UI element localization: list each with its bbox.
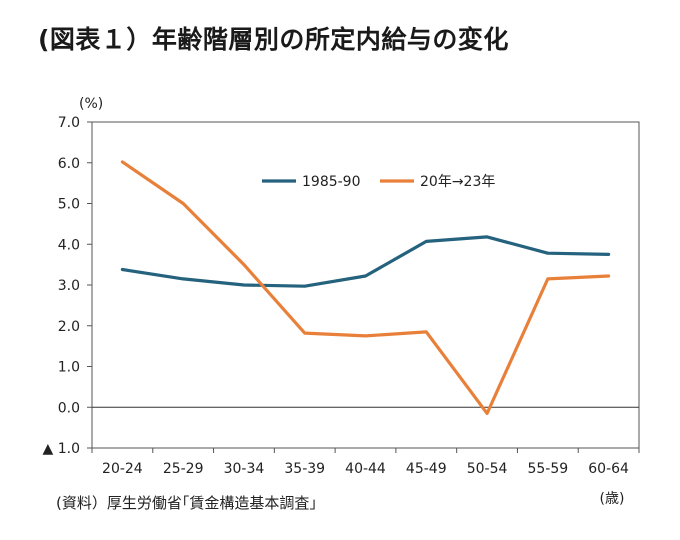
series-line-1: [120, 235, 611, 288]
data-point: [303, 285, 306, 288]
y-tick-label: 6.0: [58, 156, 80, 172]
y-tick-label: ▲ 1.0: [43, 441, 80, 457]
y-axis-label: (%): [79, 96, 103, 112]
data-point: [181, 202, 185, 205]
data-point: [242, 283, 246, 287]
x-axis-label: (歳): [600, 491, 625, 507]
x-tick-label: 40-44: [345, 461, 386, 477]
data-point: [607, 274, 610, 278]
data-point: [364, 334, 367, 338]
data-point: [121, 160, 124, 164]
x-tick-label: 30-34: [224, 461, 265, 477]
data-point: [242, 263, 246, 266]
x-tick-label: 50-54: [467, 461, 508, 477]
data-point: [121, 268, 124, 271]
legend-label-1: 1985-90: [302, 174, 361, 190]
x-tick-label: 60-64: [588, 461, 629, 477]
data-point: [607, 253, 610, 256]
x-tick-label: 25-29: [163, 461, 204, 477]
x-tick-label: 45-49: [406, 461, 447, 477]
y-tick-label: 4.0: [58, 237, 80, 253]
y-tick-label: 2.0: [58, 319, 80, 335]
data-point: [364, 274, 367, 278]
data-point: [425, 240, 428, 243]
legend-label-2: 20年→23年: [420, 174, 495, 190]
data-point: [546, 252, 550, 255]
chart-title: (図表１）年齢階層別の所定内給与の変化: [38, 25, 509, 54]
data-point: [485, 412, 489, 415]
x-tick-label: 55-59: [527, 461, 568, 477]
data-point: [425, 330, 428, 334]
y-tick-label: 0.0: [58, 400, 80, 416]
y-tick-label: 1.0: [58, 360, 80, 376]
y-tick-label: 5.0: [58, 197, 80, 213]
data-point: [303, 331, 306, 335]
source-note: (資料）厚生労働省｢賃金構造基本調査｣: [56, 494, 317, 512]
x-tick-label: 20-24: [102, 461, 143, 477]
y-tick-label: 7.0: [58, 115, 80, 131]
data-point: [546, 277, 550, 281]
data-point: [181, 277, 185, 281]
x-tick-label: 35-39: [284, 461, 325, 477]
data-point: [485, 235, 489, 239]
plot-area-border: [91, 121, 640, 449]
y-tick-label: 3.0: [58, 278, 80, 294]
series-line-2: [120, 160, 611, 415]
